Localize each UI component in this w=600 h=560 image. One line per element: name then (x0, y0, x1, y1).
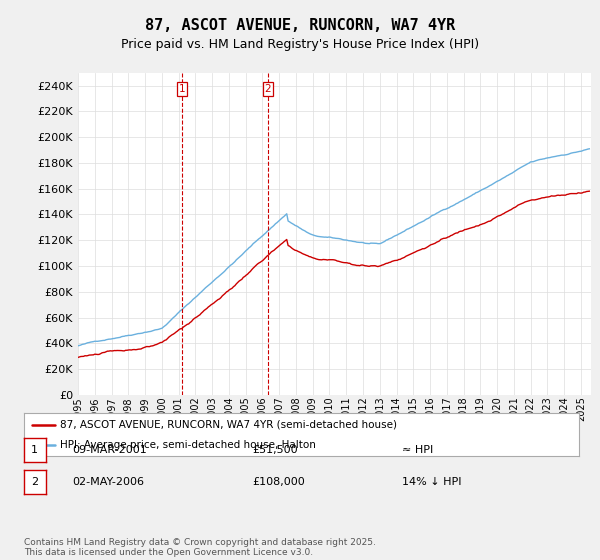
Text: 2: 2 (31, 477, 38, 487)
Text: ≈ HPI: ≈ HPI (402, 445, 433, 455)
Text: Price paid vs. HM Land Registry's House Price Index (HPI): Price paid vs. HM Land Registry's House … (121, 38, 479, 51)
Text: HPI: Average price, semi-detached house, Halton: HPI: Average price, semi-detached house,… (60, 440, 316, 450)
Text: £108,000: £108,000 (252, 477, 305, 487)
Text: 1: 1 (31, 445, 38, 455)
Text: Contains HM Land Registry data © Crown copyright and database right 2025.
This d: Contains HM Land Registry data © Crown c… (24, 538, 376, 557)
Text: 14% ↓ HPI: 14% ↓ HPI (402, 477, 461, 487)
Text: £51,500: £51,500 (252, 445, 298, 455)
Text: 1: 1 (178, 84, 185, 94)
Text: 09-MAR-2001: 09-MAR-2001 (72, 445, 147, 455)
Text: 02-MAY-2006: 02-MAY-2006 (72, 477, 144, 487)
Text: 87, ASCOT AVENUE, RUNCORN, WA7 4YR (semi-detached house): 87, ASCOT AVENUE, RUNCORN, WA7 4YR (semi… (60, 420, 397, 430)
Text: 2: 2 (265, 84, 271, 94)
Text: 87, ASCOT AVENUE, RUNCORN, WA7 4YR: 87, ASCOT AVENUE, RUNCORN, WA7 4YR (145, 18, 455, 33)
